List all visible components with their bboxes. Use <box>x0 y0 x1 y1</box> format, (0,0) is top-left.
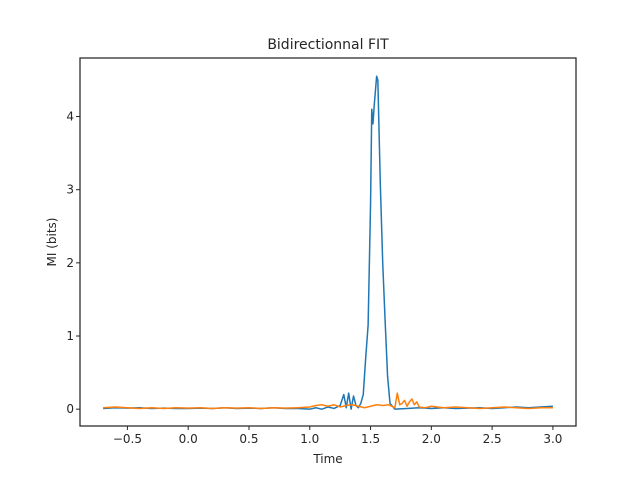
series-line-2 <box>103 392 553 410</box>
y-tick-label: 4 <box>66 110 74 124</box>
y-axis: 0 1 2 3 4 <box>66 110 80 416</box>
y-axis-label: MI (bits) <box>45 218 59 267</box>
x-tick-label: 3.0 <box>543 432 562 446</box>
x-tick-label: 1.0 <box>300 432 319 446</box>
series-line-1 <box>103 75 553 410</box>
chart-title: Bidirectionnal FIT <box>267 37 389 53</box>
x-tick-label: 0.5 <box>239 432 258 446</box>
y-tick-label: 1 <box>66 329 74 343</box>
y-tick-label: 0 <box>66 402 74 416</box>
x-axis-label: Time <box>312 452 342 466</box>
x-tick-label: 2.0 <box>422 432 441 446</box>
x-tick-label: 0.0 <box>179 432 198 446</box>
series-layer <box>103 75 553 410</box>
x-axis: −0.5 0.0 0.5 1.0 1.5 2.0 2.5 3.0 <box>113 426 562 446</box>
plot-area-frame <box>79 57 577 427</box>
y-tick-label: 2 <box>66 256 74 270</box>
y-tick-label: 3 <box>66 183 74 197</box>
x-tick-label: 1.5 <box>361 432 380 446</box>
x-tick-label: −0.5 <box>113 432 142 446</box>
x-tick-label: 2.5 <box>483 432 502 446</box>
